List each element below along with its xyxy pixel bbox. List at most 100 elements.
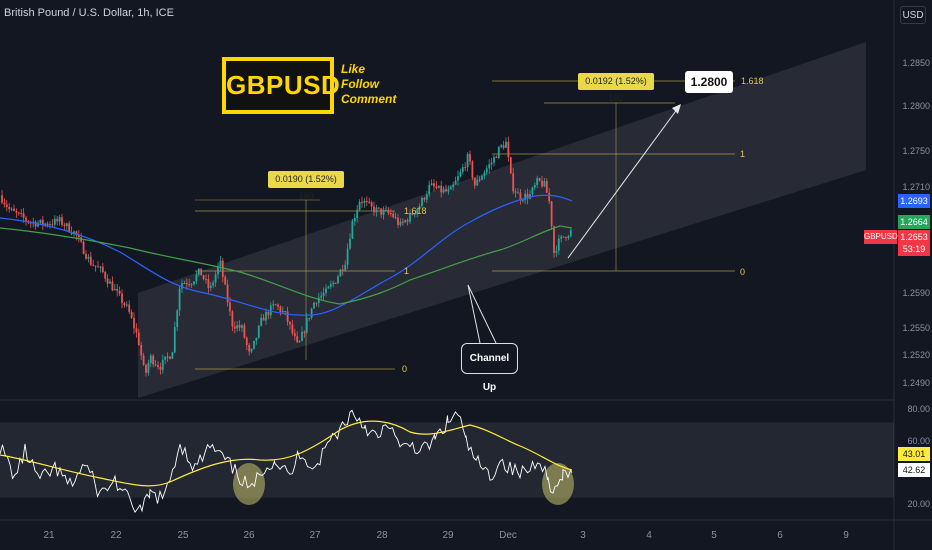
rsi-band <box>0 422 894 498</box>
rsi-ma-line <box>0 420 573 487</box>
candle-body <box>526 193 529 199</box>
candle-body <box>399 221 402 225</box>
candle-body <box>521 200 524 202</box>
target-arrow-head <box>672 104 681 114</box>
candle-body <box>567 236 570 239</box>
candle-body <box>401 221 404 223</box>
channel-band <box>138 42 866 398</box>
candle-body <box>449 187 452 190</box>
blue-ma-badge: 1.2693 <box>898 194 930 208</box>
candle-body <box>87 256 90 259</box>
symbol-title[interactable]: British Pound / U.S. Dollar, 1h, ICE <box>4 7 174 19</box>
measure-label-left[interactable]: 0.0190 (1.52%) 190 <box>268 171 344 201</box>
candle-body <box>89 256 92 265</box>
candle-body <box>365 201 368 203</box>
candle-body <box>169 356 171 359</box>
candle-body <box>533 184 536 188</box>
candle-body <box>478 179 481 181</box>
time-tick: 4 <box>646 530 652 541</box>
measure-label-right[interactable]: 0.0192 (1.52%) 192 <box>578 73 654 103</box>
currency-label[interactable]: USD <box>900 6 926 24</box>
candle-body <box>435 186 438 189</box>
candle-body <box>58 217 61 222</box>
candle-body <box>466 153 469 168</box>
candle-body <box>245 337 248 345</box>
candle-body <box>305 318 308 333</box>
rsi-badge: 42.62 <box>898 463 930 477</box>
time-tick: 5 <box>711 530 717 541</box>
candle-body <box>140 345 143 356</box>
callout-pointer <box>467 284 497 344</box>
candle-body <box>135 328 138 333</box>
candle-body <box>423 198 426 200</box>
candle-body <box>207 279 210 288</box>
candle-body <box>293 333 296 337</box>
candle-body <box>178 288 181 311</box>
candle-body <box>75 231 78 236</box>
candle-body <box>517 192 519 194</box>
fib-right-1: 1 <box>740 149 746 159</box>
channel-up-callout[interactable]: Channel Up <box>461 343 518 393</box>
tagline-like: Like <box>341 62 366 76</box>
candle-body <box>421 198 423 207</box>
candle-body <box>243 325 246 338</box>
candle-body <box>353 217 356 222</box>
candle-body <box>53 218 56 225</box>
candle-body <box>236 325 239 329</box>
green-ma-badge: 1.2664 <box>898 215 930 229</box>
candle-body <box>296 336 299 343</box>
candle-body <box>1 195 3 203</box>
last-price-badge: 1.2653 53:19 <box>898 230 930 256</box>
candle-body <box>51 224 54 226</box>
candle-body <box>471 161 474 178</box>
candle-body <box>200 268 203 276</box>
candle-body <box>392 213 395 217</box>
candle-body <box>394 216 397 218</box>
candle-body <box>445 189 447 192</box>
candle-body <box>149 355 152 364</box>
time-tick: 29 <box>442 530 454 541</box>
candle-body <box>329 284 332 287</box>
candle-body <box>8 207 11 209</box>
bar-countdown: 53:19 <box>902 244 926 254</box>
candle-body <box>173 327 176 353</box>
ma-fast-line <box>0 194 573 316</box>
ma-slow-line <box>0 225 573 305</box>
candle-body <box>322 293 325 296</box>
candle-body <box>171 352 174 359</box>
candle-body <box>262 317 265 321</box>
candle-body <box>250 348 253 352</box>
candle-body <box>313 302 315 309</box>
time-tick: 6 <box>777 530 783 541</box>
candle-body <box>380 208 383 215</box>
candle-body <box>541 180 543 187</box>
candle-body <box>368 201 371 203</box>
candle-body <box>15 210 18 213</box>
symbol-price-tag: GBPUSD <box>864 230 898 244</box>
candle-body <box>334 282 337 284</box>
candle-body <box>569 229 572 237</box>
candle-body <box>409 212 411 222</box>
candle-body <box>253 340 255 349</box>
candle-body <box>406 220 409 222</box>
candle-body <box>315 302 318 304</box>
candle-body <box>85 253 87 259</box>
candle-body <box>137 332 140 346</box>
time-tick: Dec <box>499 530 517 541</box>
candle-body <box>320 295 323 298</box>
candle-body <box>202 275 205 280</box>
candle-body <box>325 288 327 294</box>
candle-body <box>142 355 145 365</box>
candle-body <box>310 308 313 318</box>
candle-body <box>279 306 282 313</box>
candle-body <box>461 167 464 172</box>
candle-body <box>440 185 443 193</box>
candle-body <box>77 235 80 238</box>
candle-body <box>224 276 227 285</box>
candle-body <box>339 269 342 277</box>
candle-body <box>219 260 222 267</box>
target-label[interactable]: 1.2800 <box>685 71 733 93</box>
candle-body <box>41 219 44 225</box>
